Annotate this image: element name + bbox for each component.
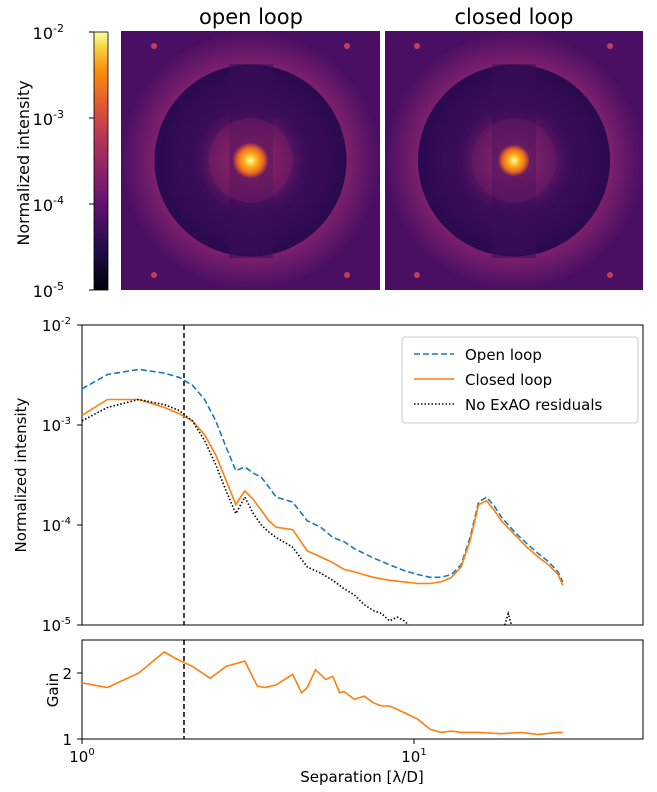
legend: Open loop Closed loop No ExAO residuals <box>401 336 639 424</box>
series-line-no-exao-residuals <box>81 398 410 626</box>
x-axis-label: Separation [λ/D] <box>300 768 424 786</box>
colorbar: 10-2 10-3 10-4 10-5 Normalized intensity <box>14 22 109 301</box>
intensity-plot-frame <box>81 324 644 626</box>
x-tick-label: 101 <box>401 747 426 766</box>
legend-label: No ExAO residuals <box>465 396 603 414</box>
y-tick-label: 10-5 <box>42 616 71 635</box>
colorbar-tick-label: 10-2 <box>33 22 64 43</box>
closed-loop-image <box>385 31 643 290</box>
y-tick-label: 2 <box>62 665 72 683</box>
intensity-series-layer <box>81 368 564 626</box>
intensity-plot-yticks: 10-2 10-3 10-4 10-5 <box>42 316 82 635</box>
y-tick-label: 10-2 <box>42 316 71 335</box>
x-tick-label: 100 <box>69 747 94 766</box>
left-image-title: open loop <box>199 5 303 29</box>
gain-series-layer <box>81 650 563 736</box>
colorbar-tick-label: 10-4 <box>33 194 64 215</box>
legend-box <box>401 336 639 424</box>
series-line-closed-loop <box>81 398 564 586</box>
gain-plot-frame <box>81 639 644 740</box>
open-loop-image <box>121 31 380 290</box>
colorbar-gradient <box>93 31 109 291</box>
gain-plot-ylabel: Gain <box>44 673 62 708</box>
y-tick-label: 10-3 <box>42 416 71 435</box>
legend-label: Open loop <box>465 346 542 364</box>
right-image-title: closed loop <box>455 5 574 29</box>
colorbar-label: Normalized intensity <box>14 80 33 245</box>
series-line-open-loop <box>81 368 564 583</box>
colorbar-tick-label: 10-5 <box>33 280 64 301</box>
gain-series-line <box>81 650 563 736</box>
series-line-no-exao-residuals-tail <box>504 610 513 626</box>
colorbar-tick-label: 10-3 <box>33 108 64 129</box>
intensity-plot-ylabel: Normalized intensity <box>12 397 30 552</box>
y-tick-label: 1 <box>62 731 72 749</box>
legend-label: Closed loop <box>465 371 552 389</box>
intensity-plot: 10-2 10-3 10-4 10-5 Normalized intensity… <box>12 316 644 635</box>
gain-plot: 2 1 Gain 100 101 Separation [λ/D] <box>44 639 644 786</box>
y-tick-label: 10-4 <box>42 516 71 535</box>
